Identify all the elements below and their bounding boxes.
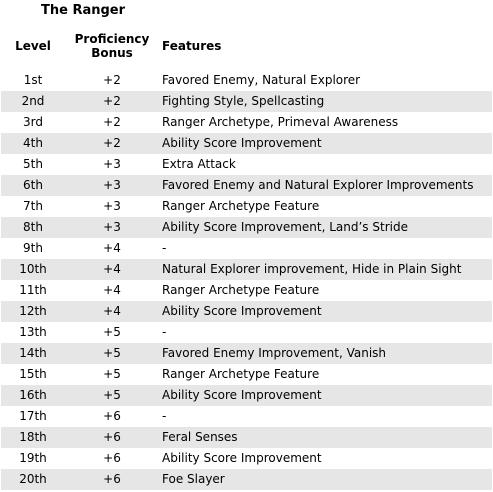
- table-row: 16th +5 Ability Score Improvement: [1, 385, 492, 406]
- cell-proficiency-bonus: +3: [103, 178, 121, 192]
- cell-features: Favored Enemy Improvement, Vanish: [162, 346, 387, 360]
- cell-proficiency-bonus: +6: [103, 472, 121, 486]
- cell-features: Fighting Style, Spellcasting: [162, 94, 325, 108]
- table-row: 7th +3 Ranger Archetype Feature: [1, 196, 492, 217]
- cell-features: Ability Score Improvement: [162, 136, 322, 150]
- cell-proficiency-bonus: +5: [103, 325, 121, 339]
- cell-features: Ranger Archetype, Primeval Awareness: [162, 115, 399, 129]
- cell-level: 14th: [19, 346, 47, 360]
- table-row: 2nd +2 Fighting Style, Spellcasting: [1, 91, 492, 112]
- cell-proficiency-bonus: +4: [103, 283, 121, 297]
- cell-features: Ranger Archetype Feature: [162, 199, 320, 213]
- cell-level: 13th: [19, 325, 47, 339]
- cell-proficiency-bonus: +6: [103, 409, 121, 423]
- table-row: 6th +3 Favored Enemy and Natural Explore…: [1, 175, 492, 196]
- cell-level: 9th: [23, 241, 43, 255]
- cell-level: 2nd: [21, 94, 45, 108]
- table-body: 1st +2 Favored Enemy, Natural Explorer 2…: [1, 70, 492, 490]
- cell-level: 6th: [23, 178, 43, 192]
- table-row: 13th +5 -: [1, 322, 492, 343]
- cell-features: -: [162, 241, 167, 255]
- cell-features: Ranger Archetype Feature: [162, 367, 320, 381]
- cell-proficiency-bonus: +5: [103, 346, 121, 360]
- table-row: 9th +4 -: [1, 238, 492, 259]
- cell-level: 18th: [19, 430, 47, 444]
- cell-proficiency-bonus: +3: [103, 199, 121, 213]
- cell-level: 4th: [23, 136, 43, 150]
- cell-features: -: [162, 409, 167, 423]
- cell-level: 12th: [19, 304, 47, 318]
- cell-level: 10th: [19, 262, 47, 276]
- cell-level: 5th: [23, 157, 43, 171]
- cell-level: 19th: [19, 451, 47, 465]
- cell-proficiency-bonus: +6: [103, 430, 121, 444]
- cell-features: Ability Score Improvement: [162, 388, 322, 402]
- table-row: 14th +5 Favored Enemy Improvement, Vanis…: [1, 343, 492, 364]
- cell-features: Ability Score Improvement: [162, 451, 322, 465]
- cell-features: Favored Enemy, Natural Explorer: [162, 73, 361, 87]
- cell-features: Ranger Archetype Feature: [162, 283, 320, 297]
- cell-level: 16th: [19, 388, 47, 402]
- table-row: 10th +4 Natural Explorer improvement, Hi…: [1, 259, 492, 280]
- table-row: 4th +2 Ability Score Improvement: [1, 133, 492, 154]
- cell-proficiency-bonus: +5: [103, 388, 121, 402]
- header-features: Features: [162, 39, 222, 53]
- cell-features: Ability Score Improvement: [162, 304, 322, 318]
- cell-level: 11th: [19, 283, 47, 297]
- cell-features: Natural Explorer improvement, Hide in Pl…: [162, 262, 462, 276]
- table-row: 8th +3 Ability Score Improvement, Land’s…: [1, 217, 492, 238]
- cell-proficiency-bonus: +2: [103, 115, 121, 129]
- cell-level: 8th: [23, 220, 43, 234]
- cell-level: 3rd: [23, 115, 43, 129]
- table-caption: The Ranger: [41, 3, 126, 18]
- cell-level: 17th: [19, 409, 47, 423]
- cell-proficiency-bonus: +3: [103, 157, 121, 171]
- cell-level: 7th: [23, 199, 43, 213]
- cell-proficiency-bonus: +6: [103, 451, 121, 465]
- header-proficiency-line1: Proficiency: [74, 32, 150, 46]
- cell-proficiency-bonus: +4: [103, 304, 121, 318]
- table-row: 18th +6 Feral Senses: [1, 427, 492, 448]
- cell-features: Favored Enemy and Natural Explorer Impro…: [162, 178, 474, 192]
- cell-features: -: [162, 325, 167, 339]
- table-row: 5th +3 Extra Attack: [1, 154, 492, 175]
- header-proficiency-line2: Bonus: [91, 46, 133, 60]
- cell-proficiency-bonus: +5: [103, 367, 121, 381]
- cell-features: Feral Senses: [162, 430, 238, 444]
- cell-proficiency-bonus: +4: [103, 241, 121, 255]
- cell-features: Foe Slayer: [162, 472, 225, 486]
- table-row: 3rd +2 Ranger Archetype, Primeval Awaren…: [1, 112, 492, 133]
- table-row: 1st +2 Favored Enemy, Natural Explorer: [1, 70, 492, 91]
- cell-proficiency-bonus: +4: [103, 262, 121, 276]
- header-level: Level: [15, 39, 51, 53]
- cell-proficiency-bonus: +2: [103, 136, 121, 150]
- table-row: 11th +4 Ranger Archetype Feature: [1, 280, 492, 301]
- cell-level: 20th: [19, 472, 47, 486]
- cell-level: 15th: [19, 367, 47, 381]
- table-header: Level Proficiency Bonus Features: [1, 22, 492, 70]
- cell-proficiency-bonus: +2: [103, 94, 121, 108]
- cell-features: Ability Score Improvement, Land’s Stride: [162, 220, 408, 234]
- table-row: 12th +4 Ability Score Improvement: [1, 301, 492, 322]
- cell-features: Extra Attack: [162, 157, 236, 171]
- cell-level: 1st: [23, 73, 43, 87]
- table-row: 17th +6 -: [1, 406, 492, 427]
- table-row: 15th +5 Ranger Archetype Feature: [1, 364, 492, 385]
- header-proficiency-bonus: Proficiency Bonus: [65, 22, 159, 70]
- table-row: 20th +6 Foe Slayer: [1, 469, 492, 490]
- header-row: Level Proficiency Bonus Features: [1, 22, 492, 70]
- cell-proficiency-bonus: +2: [103, 73, 121, 87]
- ranger-table: Level Proficiency Bonus Features 1st +2 …: [1, 22, 492, 490]
- cell-proficiency-bonus: +3: [103, 220, 121, 234]
- table-row: 19th +6 Ability Score Improvement: [1, 448, 492, 469]
